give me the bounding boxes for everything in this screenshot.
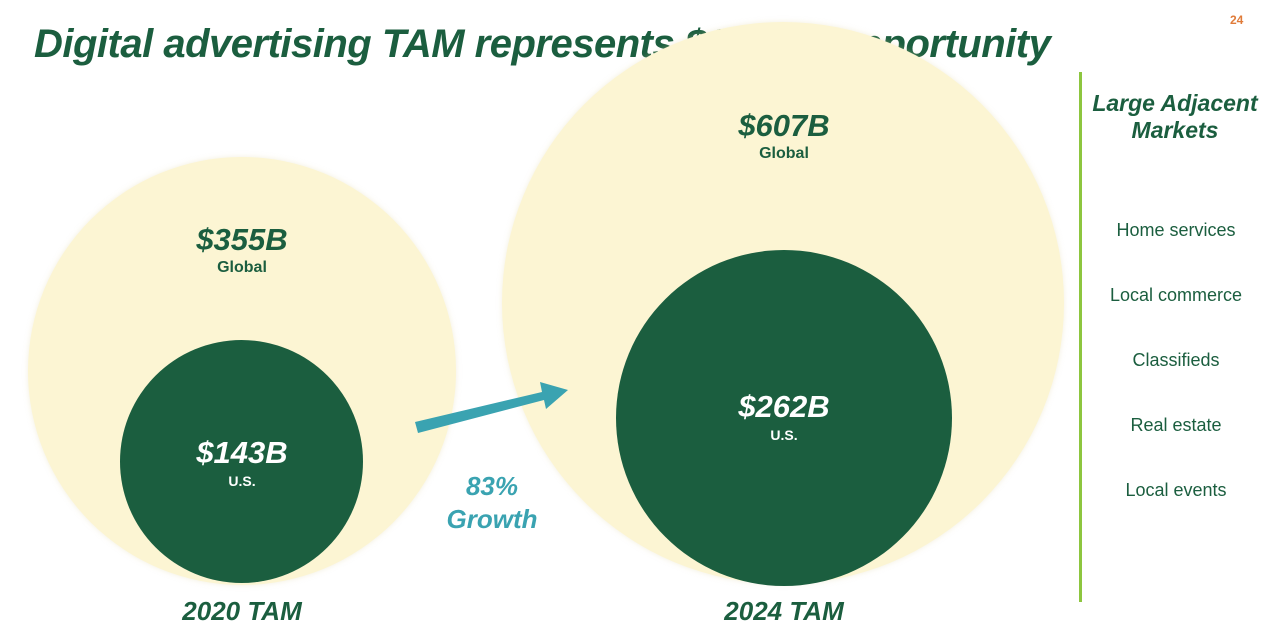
sidebar-title-line2: Markets <box>1131 117 1219 143</box>
market-item-local-commerce: Local commerce <box>1109 285 1243 305</box>
growth-label: Growth <box>446 504 538 534</box>
us-2020-circle <box>120 340 363 583</box>
us-2024-caption: U.S. <box>770 427 798 443</box>
market-item-classifieds: Classifieds <box>1132 350 1220 370</box>
tam-2020-caption: 2020 TAM <box>182 596 302 626</box>
global-2020-caption: Global <box>217 259 267 276</box>
global-2024-caption: Global <box>759 145 809 162</box>
global-2024-label: $607B Global <box>738 108 829 164</box>
global-2024-value: $607B <box>738 108 830 143</box>
us-2024-value: $262B <box>738 389 830 424</box>
sidebar-title-line1: Large Adjacent <box>1092 90 1258 116</box>
growth-arrow-icon <box>415 382 568 433</box>
sidebar-title: Large Adjacent Markets <box>1092 90 1257 144</box>
sidebar-divider <box>1079 72 1082 602</box>
tam-2024-caption: 2024 TAM <box>724 596 844 626</box>
global-2020-label: $355B Global <box>196 222 287 278</box>
us-2020-value: $143B <box>196 435 288 470</box>
us-2020-caption: U.S. <box>228 473 256 489</box>
page-number: 24 <box>1230 13 1244 27</box>
growth-callout: 83% Growth <box>447 470 538 536</box>
global-2020-value: $355B <box>196 222 288 257</box>
us-2024-circle <box>616 250 952 586</box>
growth-percent: 83% <box>465 471 519 501</box>
market-item-local-events: Local events <box>1125 480 1227 500</box>
market-item-real-estate: Real estate <box>1130 415 1222 435</box>
market-item-home-services: Home services <box>1116 220 1236 240</box>
us-2020-label: $143B U.S. <box>196 435 287 491</box>
us-2024-label: $262B U.S. <box>738 389 829 445</box>
